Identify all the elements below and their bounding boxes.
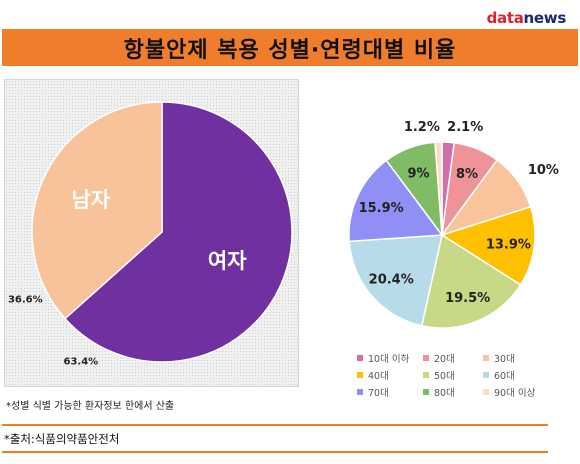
title-bar: 항불안제 복용 성별·연령대별 비율 bbox=[2, 29, 578, 66]
legend-label: 90대 이상 bbox=[494, 388, 536, 399]
age-slice-50대 bbox=[420, 233, 522, 329]
age-value-40대: 13.9% bbox=[486, 238, 531, 253]
pie-label-female: 여자 bbox=[208, 249, 247, 273]
age-value-80대: 9% bbox=[407, 166, 429, 181]
age-value-90대-이상: 1.2% bbox=[404, 120, 440, 135]
age-slice-60대 bbox=[348, 234, 443, 327]
legend-label: 20대 bbox=[434, 354, 455, 365]
pie-value-male: 36.6% bbox=[8, 295, 43, 306]
legend-swatch bbox=[423, 372, 429, 378]
legend-label: 10대 이하 bbox=[368, 354, 410, 365]
source-note: *출처:식품의약품안전처 bbox=[4, 432, 120, 446]
legend-label: 50대 bbox=[434, 371, 455, 382]
age-slice-90대-이상 bbox=[434, 141, 443, 236]
age-value-20대: 8% bbox=[456, 167, 478, 182]
age-pie: 2.1% 8% 10% 13.9% 19.5% 20.4% 15.9% 9% 1.2% bbox=[348, 120, 559, 329]
divider-top bbox=[2, 424, 548, 426]
legend-item-40대: 40대 bbox=[357, 368, 423, 382]
age-legend: 10대 이하 20대 30대 40대 50대 60대 70대 80대 90대 이상 bbox=[357, 351, 557, 399]
legend-swatch bbox=[423, 389, 429, 395]
age-value-50대: 19.5% bbox=[445, 291, 490, 306]
legend-label: 60대 bbox=[494, 371, 515, 382]
age-value-30대: 10% bbox=[528, 163, 559, 178]
divider-bottom bbox=[2, 451, 548, 453]
age-value-10대-이하: 2.1% bbox=[447, 120, 483, 135]
legend-swatch bbox=[483, 355, 489, 361]
legend-swatch bbox=[357, 355, 363, 361]
gender-pie: 여자 남자 63.4% 36.6% bbox=[8, 101, 293, 368]
legend-label: 80대 bbox=[434, 388, 455, 399]
legend-label: 70대 bbox=[368, 388, 389, 399]
legend-swatch bbox=[423, 355, 429, 361]
legend-swatch bbox=[483, 372, 489, 378]
age-slice-70대 bbox=[348, 159, 444, 243]
age-value-60대: 20.4% bbox=[369, 273, 414, 288]
legend-item-60대: 60대 bbox=[483, 368, 555, 382]
pie-slice-female bbox=[63, 101, 293, 363]
legend-swatch bbox=[357, 389, 363, 395]
legend-swatch bbox=[357, 372, 363, 378]
datanews-logo: datanews bbox=[486, 9, 567, 27]
pie-label-male: 남자 bbox=[71, 188, 110, 212]
chart-title: 항불안제 복용 성별·연령대별 비율 bbox=[123, 37, 457, 63]
footnote: *성별 식별 가능한 환자정보 한에서 산출 bbox=[6, 401, 175, 412]
legend-item-70대: 70대 bbox=[357, 385, 423, 399]
legend-item-30대: 30대 bbox=[483, 351, 555, 365]
legend-label: 40대 bbox=[368, 371, 389, 382]
pie-slice-male bbox=[31, 101, 163, 320]
legend-item-50대: 50대 bbox=[423, 368, 483, 382]
legend-swatch bbox=[483, 389, 489, 395]
legend-item-20대: 20대 bbox=[423, 351, 483, 365]
legend-item-10대-이하: 10대 이하 bbox=[357, 351, 423, 365]
pie-value-female: 63.4% bbox=[64, 357, 99, 368]
legend-item-90대-이상: 90대 이상 bbox=[483, 385, 555, 399]
age-slice-40대 bbox=[440, 205, 536, 286]
legend-label: 30대 bbox=[494, 354, 515, 365]
legend-item-80대: 80대 bbox=[423, 385, 483, 399]
age-value-70대: 15.9% bbox=[359, 201, 404, 216]
